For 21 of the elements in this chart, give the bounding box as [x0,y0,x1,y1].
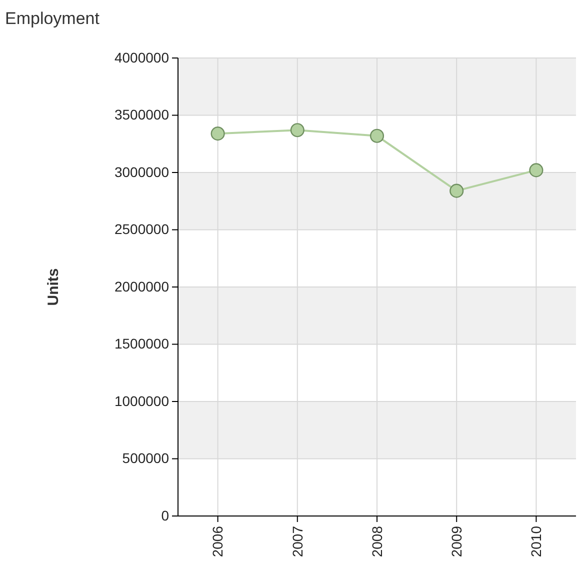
x-tick-label: 2010 [528,526,544,558]
y-tick-label: 3000000 [114,164,170,180]
point [450,184,464,198]
point [210,126,225,141]
y-tick-label: 1000000 [114,392,170,409]
y-tick-label: 4000000 [114,49,170,66]
chart-title: Employment [5,9,100,28]
x-tick-label: 2008 [368,526,385,558]
y-tick-label: 3500000 [114,106,170,123]
y-tick-label: 2000000 [114,278,170,294]
x-tick-label: 2006 [210,526,226,558]
point [290,123,304,138]
x-tick-label: 2009 [448,526,464,558]
y-tick-label: 1500000 [114,336,170,352]
point [529,163,544,178]
x-tick-label: 2007 [289,526,306,558]
point [370,128,384,143]
y-tick-label: 0 [161,507,170,524]
y-tick-label: 2500000 [114,221,170,238]
y-tick-label: 500000 [122,450,170,466]
y-axis-title: Units [45,268,62,306]
